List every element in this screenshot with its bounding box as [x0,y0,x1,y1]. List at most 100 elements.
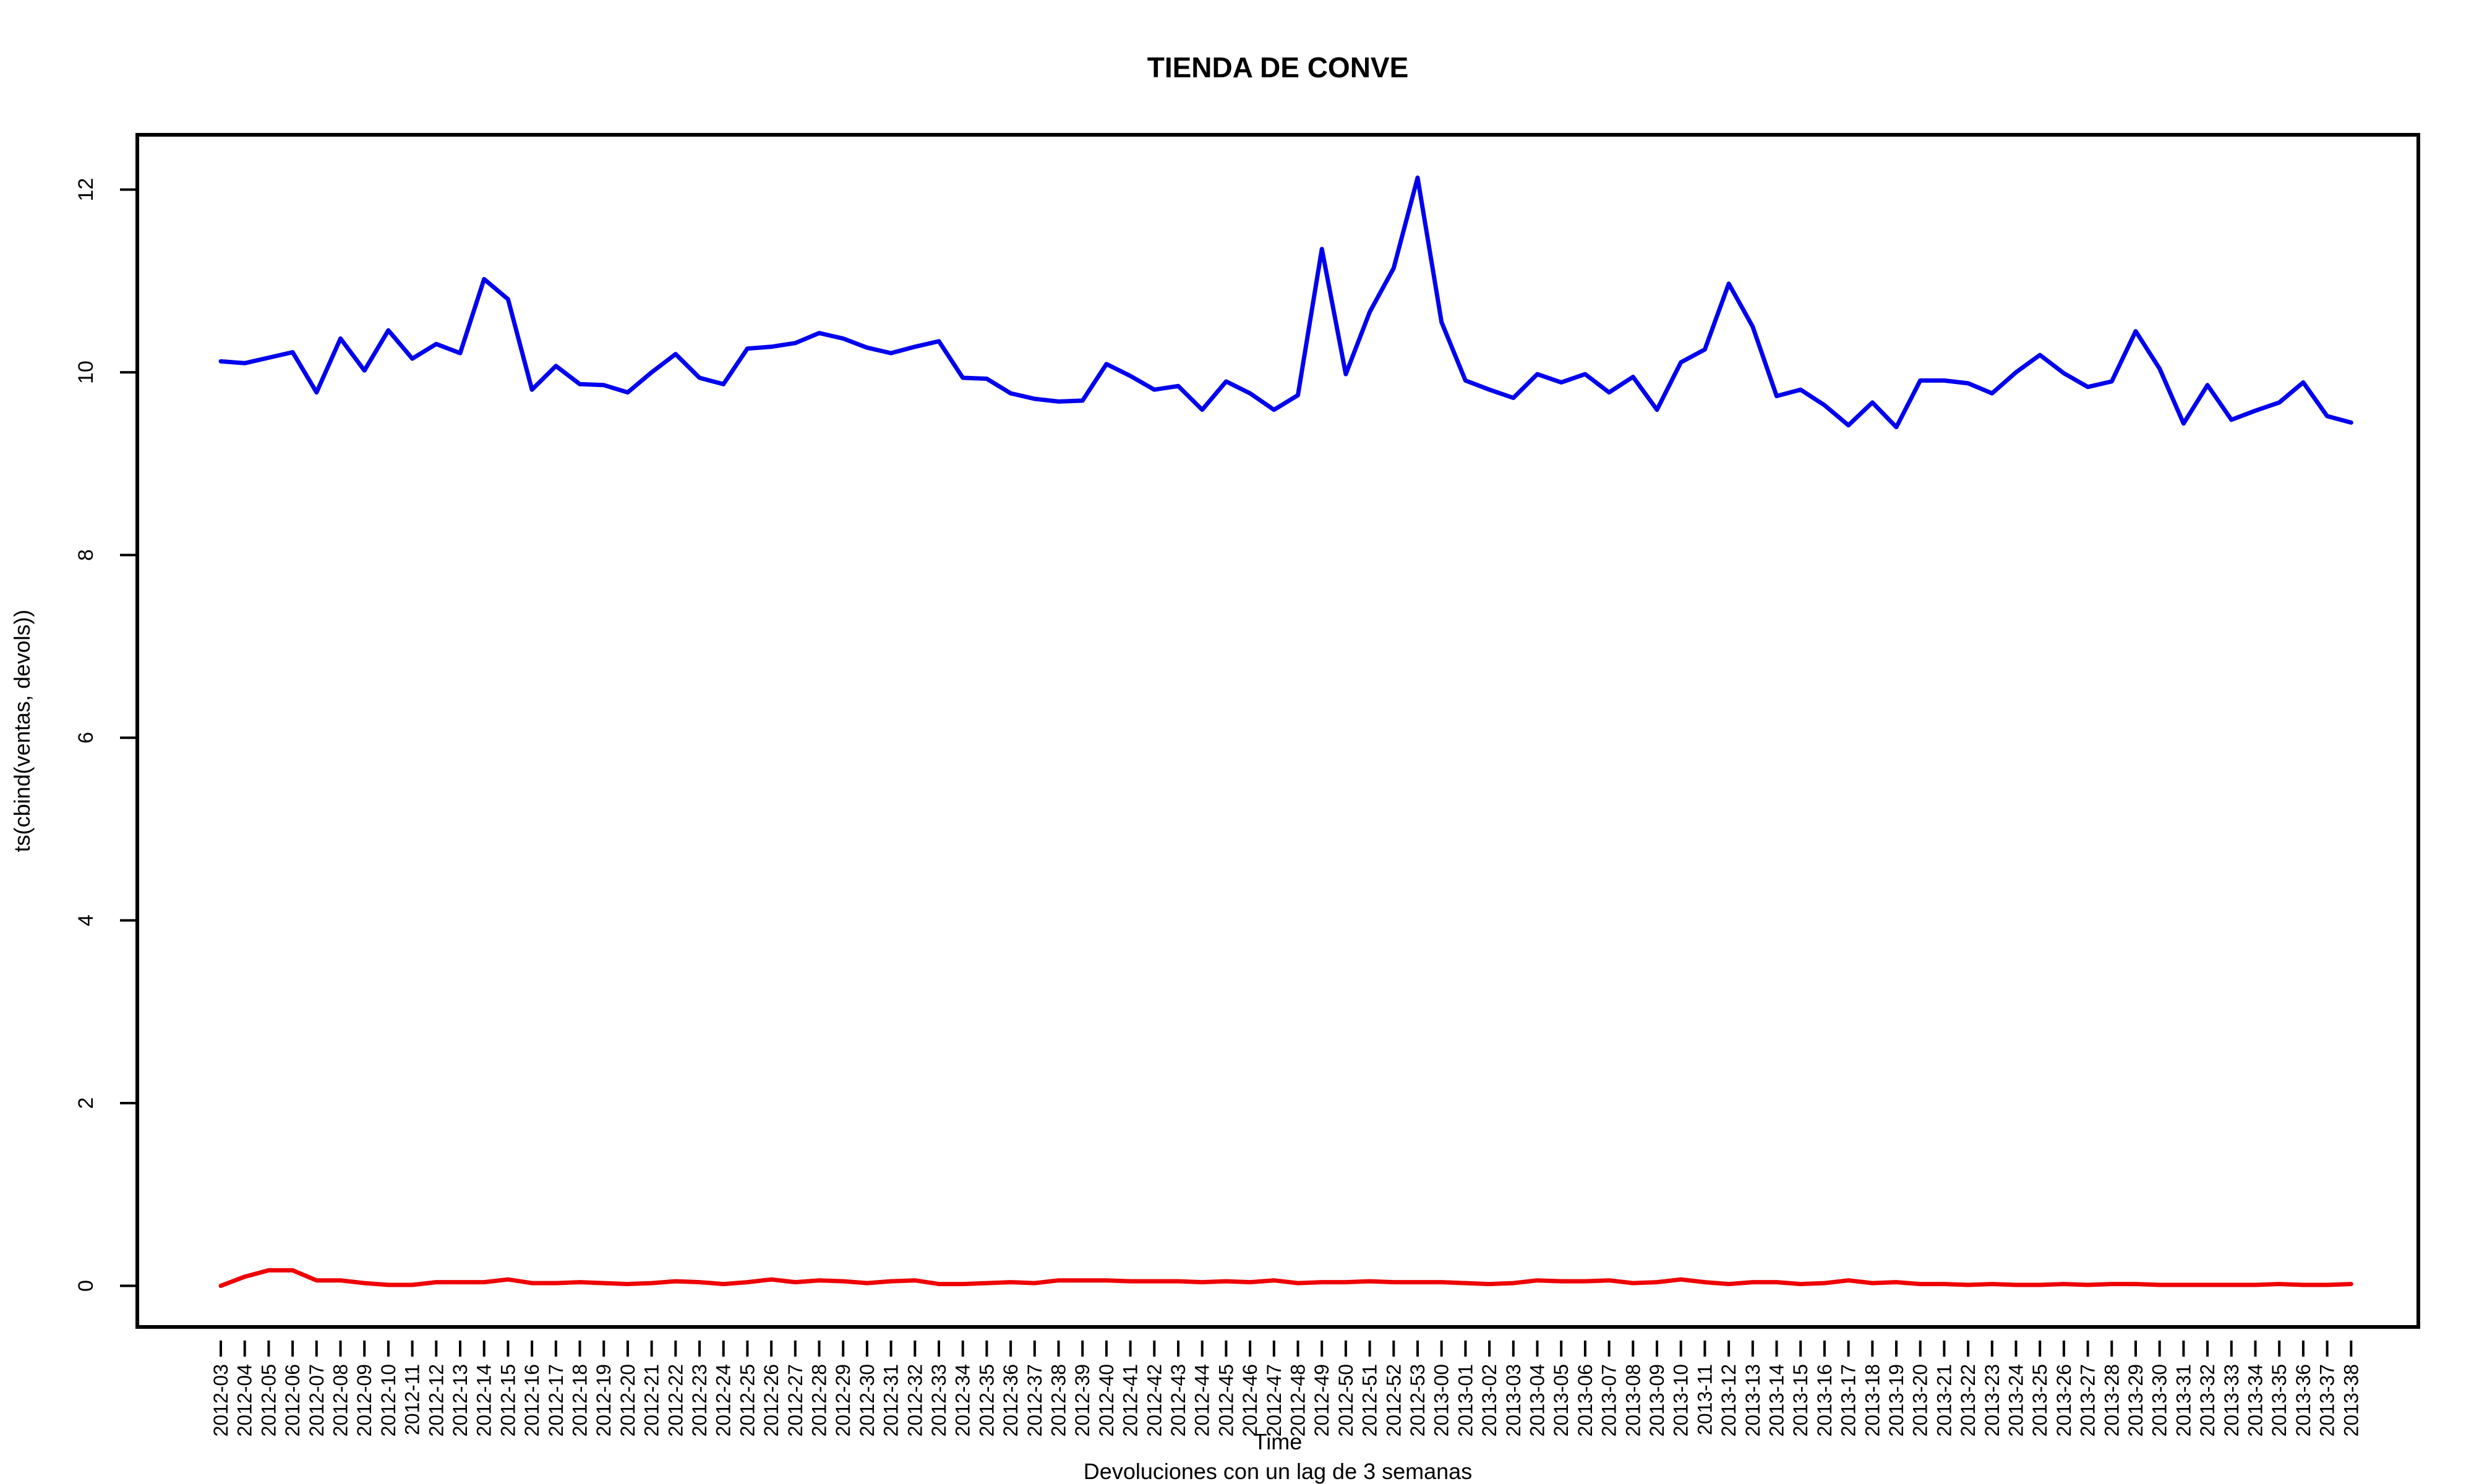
x-tick-label: 2012-38 [1048,1364,1070,1436]
x-tick-label: 2012-45 [1215,1364,1237,1436]
x-tick-label: 2012-39 [1071,1364,1094,1436]
series-line-1 [218,175,2353,430]
x-tick-label: 2012-13 [449,1364,471,1436]
x-tick-label: 2012-19 [593,1364,615,1436]
x-tick-label: 2013-08 [1622,1364,1644,1436]
x-tick-label: 2012-21 [641,1364,663,1436]
x-tick-label: 2013-18 [1861,1364,1883,1436]
y-tick-label: 8 [74,549,98,561]
chart-subtitle: Devoluciones con un lag de 3 semanas [1084,1459,1472,1484]
y-tick-label: 10 [74,360,98,384]
x-tick-label: 2013-34 [2245,1364,2267,1436]
x-tick-label: 2013-04 [1526,1364,1549,1436]
series-layer [218,175,2353,1288]
x-tick-label: 2012-04 [234,1364,256,1436]
x-tick-label: 2012-31 [880,1364,902,1436]
y-tick-label: 4 [74,915,98,926]
x-tick-label: 2012-30 [856,1364,878,1436]
x-tick-label: 2012-24 [713,1364,735,1436]
x-tick-label: 2012-15 [497,1364,519,1436]
x-tick-label: 2013-07 [1598,1364,1620,1436]
x-tick-label: 2012-18 [569,1364,591,1436]
x-tick-label: 2012-49 [1311,1364,1333,1436]
x-tick-label: 2013-25 [2029,1364,2051,1436]
x-tick-label: 2013-23 [1981,1364,2003,1436]
x-tick-label: 2013-24 [2005,1364,2027,1436]
x-tick-label: 2012-27 [784,1364,807,1436]
x-tick-label: 2012-29 [832,1364,854,1436]
x-tick-label: 2013-30 [2149,1364,2171,1436]
x-tick-label: 2012-33 [928,1364,950,1436]
x-tick-label: 2012-07 [306,1364,328,1436]
x-tick-label: 2012-20 [617,1364,639,1436]
x-tick-label: 2012-17 [545,1364,567,1436]
x-tick-label: 2012-16 [521,1364,543,1436]
x-tick-label: 2012-37 [1024,1364,1046,1436]
x-tick-label: 2012-46 [1239,1364,1261,1436]
x-tick-label: 2013-27 [2077,1364,2099,1436]
x-tick-label: 2012-51 [1359,1364,1381,1436]
chart-title: TIENDA DE CONVE [1147,51,1409,83]
x-tick-label: 2012-12 [425,1364,447,1436]
series-line-2 [218,1268,2353,1288]
x-tick-label: 2012-35 [975,1364,998,1436]
x-tick-label: 2013-15 [1789,1364,1812,1436]
x-tick-label: 2012-22 [664,1364,687,1436]
x-tick-label: 2013-12 [1718,1364,1740,1436]
x-tick-label: 2012-48 [1287,1364,1309,1436]
plot-frame [135,133,2420,1329]
x-tick-label: 2012-47 [1263,1364,1285,1436]
x-tick-label: 2013-05 [1550,1364,1572,1436]
x-tick-label: 2012-23 [688,1364,711,1436]
x-tick-label: 2012-03 [210,1364,232,1436]
x-tick-label: 2012-09 [353,1364,375,1436]
y-tick-label: 12 [74,178,98,202]
x-tick-label: 2013-33 [2220,1364,2243,1436]
x-tick-label: 2012-10 [377,1364,400,1436]
x-tick-label: 2013-06 [1574,1364,1596,1436]
x-tick-label: 2013-29 [2125,1364,2147,1436]
y-axis: 0 2 4 6 8 10 12 [74,178,137,1292]
x-axis-title: Time [1254,1429,1303,1454]
x-tick-label: 2013-32 [2196,1364,2219,1436]
x-tick-label: 2013-31 [2172,1364,2194,1436]
y-tick-label: 0 [74,1280,98,1292]
x-tick-label: 2013-19 [1885,1364,1907,1436]
x-tick-label: 2013-14 [1766,1364,1788,1436]
x-tick-label: 2013-28 [2100,1364,2123,1436]
x-tick-label: 2012-06 [281,1364,304,1436]
x-tick-label: 2012-53 [1406,1364,1429,1436]
x-tick-label: 2013-16 [1813,1364,1836,1436]
x-tick-label: 2013-37 [2316,1364,2339,1436]
x-tick-label: 2013-09 [1646,1364,1668,1436]
x-axis: 2012-03 2012-04 2012-05 2012-06 2012-07 2012-… [210,1341,2362,1436]
x-tick-label: 2012-44 [1191,1364,1213,1436]
x-tick-label: 2013-20 [1909,1364,1932,1436]
x-tick-label: 2012-40 [1095,1364,1118,1436]
y-tick-label: 2 [74,1098,98,1109]
x-tick-label: 2013-21 [1933,1364,1955,1436]
x-tick-label: 2012-08 [330,1364,352,1436]
x-tick-label: 2012-41 [1119,1364,1142,1436]
x-tick-label: 2012-28 [808,1364,831,1436]
x-tick-label: 2013-35 [2268,1364,2290,1436]
x-tick-label: 2012-05 [257,1364,280,1436]
y-axis-title: ts(cbind(ventas, devols)) [9,610,35,852]
y-tick-label: 6 [74,732,98,744]
x-tick-label: 2013-38 [2340,1364,2362,1436]
x-tick-label: 2012-25 [736,1364,758,1436]
x-tick-label: 2013-01 [1454,1364,1476,1436]
x-tick-label: 2013-17 [1838,1364,1860,1436]
x-tick-label: 2013-26 [2053,1364,2075,1436]
x-tick-label: 2012-42 [1143,1364,1165,1436]
x-tick-label: 2012-52 [1382,1364,1405,1436]
x-tick-label: 2013-22 [1957,1364,1979,1436]
x-tick-label: 2012-14 [473,1364,495,1436]
x-tick-label: 2013-13 [1742,1364,1764,1436]
x-tick-label: 2012-50 [1335,1364,1357,1436]
x-tick-label: 2013-11 [1693,1364,1716,1435]
x-tick-label: 2012-32 [904,1364,926,1436]
x-tick-label: 2012-34 [952,1364,974,1436]
